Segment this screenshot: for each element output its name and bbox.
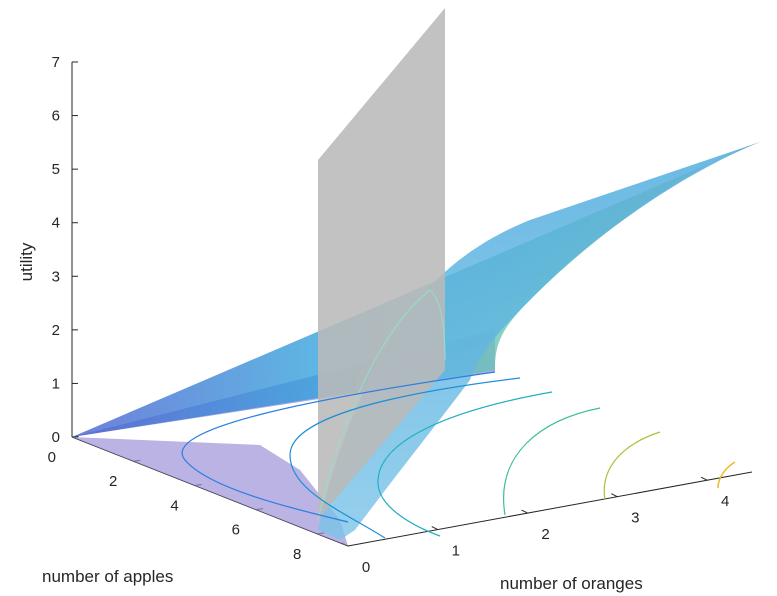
contour-line	[717, 461, 736, 489]
x-tick-label: 4	[170, 497, 178, 514]
budget-region-lower	[72, 437, 348, 546]
y-tick-label: 2	[541, 526, 549, 543]
x-tick-mark	[71, 435, 80, 438]
contour-line	[603, 431, 661, 501]
y-tick-mark	[521, 509, 528, 514]
z-tick-label: 4	[52, 215, 60, 232]
y-axis-label: number of oranges	[500, 574, 643, 593]
budget-plane	[318, 8, 445, 520]
contour-line	[377, 391, 553, 537]
z-tick-label: 0	[52, 429, 60, 446]
y-tick-group: 0 1 2 3 4	[341, 476, 729, 576]
contour-line	[289, 377, 521, 539]
z-tick-label: 1	[52, 375, 60, 392]
contour-line	[181, 371, 496, 523]
y-tick-label: 1	[452, 543, 460, 560]
z-tick-label: 7	[52, 54, 60, 71]
x-tick-label: 8	[293, 546, 301, 563]
z-tick-group: 0 1 2 3 4 5 6 7	[52, 54, 78, 446]
z-tick-label: 2	[52, 322, 60, 339]
z-tick-label: 6	[52, 108, 60, 125]
contour-line	[503, 407, 601, 516]
z-tick-label: 3	[52, 268, 60, 285]
z-axis-label: utility	[17, 242, 36, 281]
contour-group	[181, 371, 736, 539]
x-tick-label: 0	[48, 449, 56, 466]
y-tick-mark	[700, 476, 708, 481]
x-tick-label: 2	[109, 473, 117, 490]
y-tick-label: 0	[362, 559, 370, 576]
x-tick-label: 6	[232, 522, 240, 539]
z-tick-label: 5	[52, 161, 60, 178]
budget-utility-curve	[317, 289, 446, 521]
y-tick-label: 4	[721, 493, 729, 510]
y-tick-label: 3	[631, 510, 639, 527]
x-axis-label: number of apples	[42, 567, 173, 586]
y-tick-mark	[431, 526, 439, 531]
y-axis-line	[347, 471, 753, 547]
y-tick-mark	[611, 493, 618, 498]
